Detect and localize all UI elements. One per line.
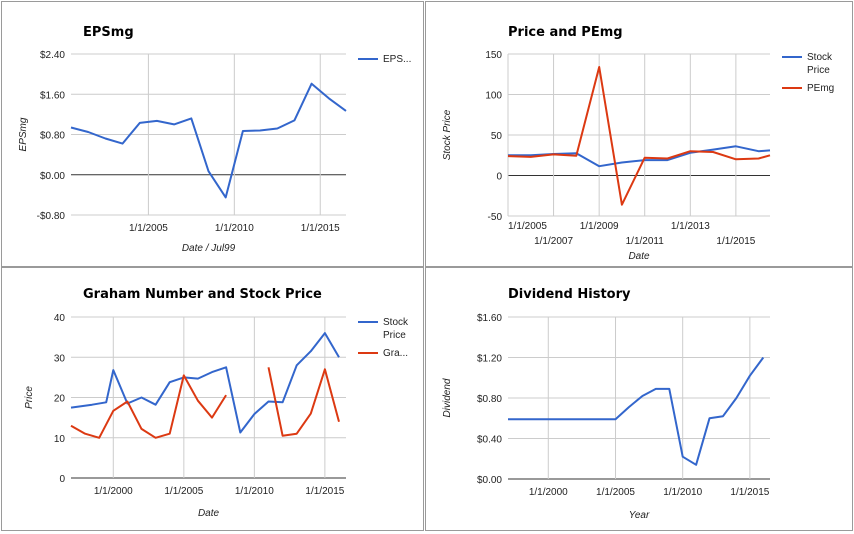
x-tick-label: 1/1/2011 <box>626 236 665 247</box>
y-tick-label: $2.40 <box>40 50 65 61</box>
eps-chart-panel: EPSmg -$0.80 $0.00 $0.80 $1.60 $2.40 1/1/2005 1… <box>1 1 424 267</box>
y-tick-label: 20 <box>54 394 66 405</box>
price-pe-chart-panel: Price and PEmg -50 0 50 100 150 1/1/2005 1/1/20… <box>425 1 853 267</box>
y-tick-label: 100 <box>485 91 502 102</box>
chart-title: Dividend History <box>508 287 631 302</box>
y-tick-label: $1.60 <box>40 90 65 101</box>
chart-title: EPSmg <box>83 25 134 40</box>
y-tick-label: $0.40 <box>477 435 502 446</box>
x-tick-label: 1/1/2015 <box>301 223 340 234</box>
y-tick-label: -50 <box>488 212 503 223</box>
graham-chart-panel: Graham Number and Stock Price 0 10 20 30 40 1/… <box>1 267 424 531</box>
y-tick-label: 0 <box>59 474 65 485</box>
y-tick-label: $0.80 <box>477 394 502 405</box>
chart-title: Graham Number and Stock Price <box>83 287 322 302</box>
x-tick-label: 1/1/2013 <box>671 221 710 232</box>
y-axis-label: Dividend <box>442 378 453 417</box>
y-tick-label: $0.00 <box>477 475 502 486</box>
x-tick-label: 1/1/2009 <box>580 221 619 232</box>
x-tick-label: 1/1/2010 <box>663 487 702 498</box>
y-tick-label: 10 <box>54 434 66 445</box>
y-tick-label: $1.20 <box>477 354 502 365</box>
y-tick-label: 50 <box>491 131 503 142</box>
y-tick-label: -$0.80 <box>37 211 66 222</box>
x-tick-label: 1/1/2015 <box>730 487 769 498</box>
y-tick-label: 0 <box>496 172 502 183</box>
series-line-1 <box>70 332 340 434</box>
series-line-1 <box>508 356 765 466</box>
y-axis-label: EPSmg <box>18 117 29 151</box>
y-tick-label: 30 <box>54 353 66 364</box>
eps-chart: EPSmg -$0.80 $0.00 $0.80 $1.60 $2.40 1/1/2005 1… <box>18 25 411 254</box>
legend-label: Stock <box>383 317 409 328</box>
series-line-1 <box>508 145 771 168</box>
legend-label: PEmg <box>807 83 834 94</box>
x-tick-label: 1/1/2007 <box>534 236 573 247</box>
legend-label: EPS... <box>383 54 411 65</box>
legend-label: Price <box>807 65 830 76</box>
series-line-1 <box>70 82 347 199</box>
legend-label: Price <box>383 330 406 341</box>
y-tick-label: $0.80 <box>40 131 65 142</box>
x-tick-label: 1/1/2015 <box>305 486 344 497</box>
dividend-chart: Dividend History $0.00 $0.40 $0.80 $1.20 $1.6… <box>442 287 770 521</box>
x-axis-label: Date / Jul99 <box>182 243 236 254</box>
x-tick-label: 1/1/2010 <box>215 223 254 234</box>
legend-label: Stock <box>807 52 833 63</box>
x-tick-label: 1/1/2010 <box>235 486 274 497</box>
y-tick-label: 40 <box>54 313 66 324</box>
dividend-chart-panel: Dividend History $0.00 $0.40 $0.80 $1.20 $1.6… <box>425 267 853 531</box>
x-tick-label: 1/1/2005 <box>164 486 203 497</box>
x-axis-label: Date <box>198 508 220 519</box>
x-axis-label: Date <box>628 251 650 262</box>
graham-chart: Graham Number and Stock Price 0 10 20 30 40 1/… <box>24 287 409 519</box>
x-tick-label: 1/1/2005 <box>129 223 168 234</box>
y-axis-label: Price <box>24 386 35 409</box>
x-tick-label: 1/1/2000 <box>94 486 133 497</box>
y-tick-label: 150 <box>485 50 502 61</box>
x-tick-label: 1/1/2005 <box>508 221 547 232</box>
chart-title: Price and PEmg <box>508 25 623 40</box>
x-tick-label: 1/1/2005 <box>596 487 635 498</box>
y-tick-label: $1.60 <box>477 313 502 324</box>
price-pe-chart: Price and PEmg -50 0 50 100 150 1/1/2005 1/1/20… <box>442 25 834 262</box>
x-axis-label: Year <box>629 510 650 521</box>
series-line-2 <box>507 66 771 206</box>
x-tick-label: 1/1/2015 <box>716 236 755 247</box>
y-axis-label: Stock Price <box>442 109 453 160</box>
legend-label: Gra... <box>383 348 408 359</box>
series-line-2 <box>70 374 227 439</box>
series-line-3 <box>267 367 340 437</box>
x-tick-label: 1/1/2000 <box>529 487 568 498</box>
y-tick-label: $0.00 <box>40 171 65 182</box>
